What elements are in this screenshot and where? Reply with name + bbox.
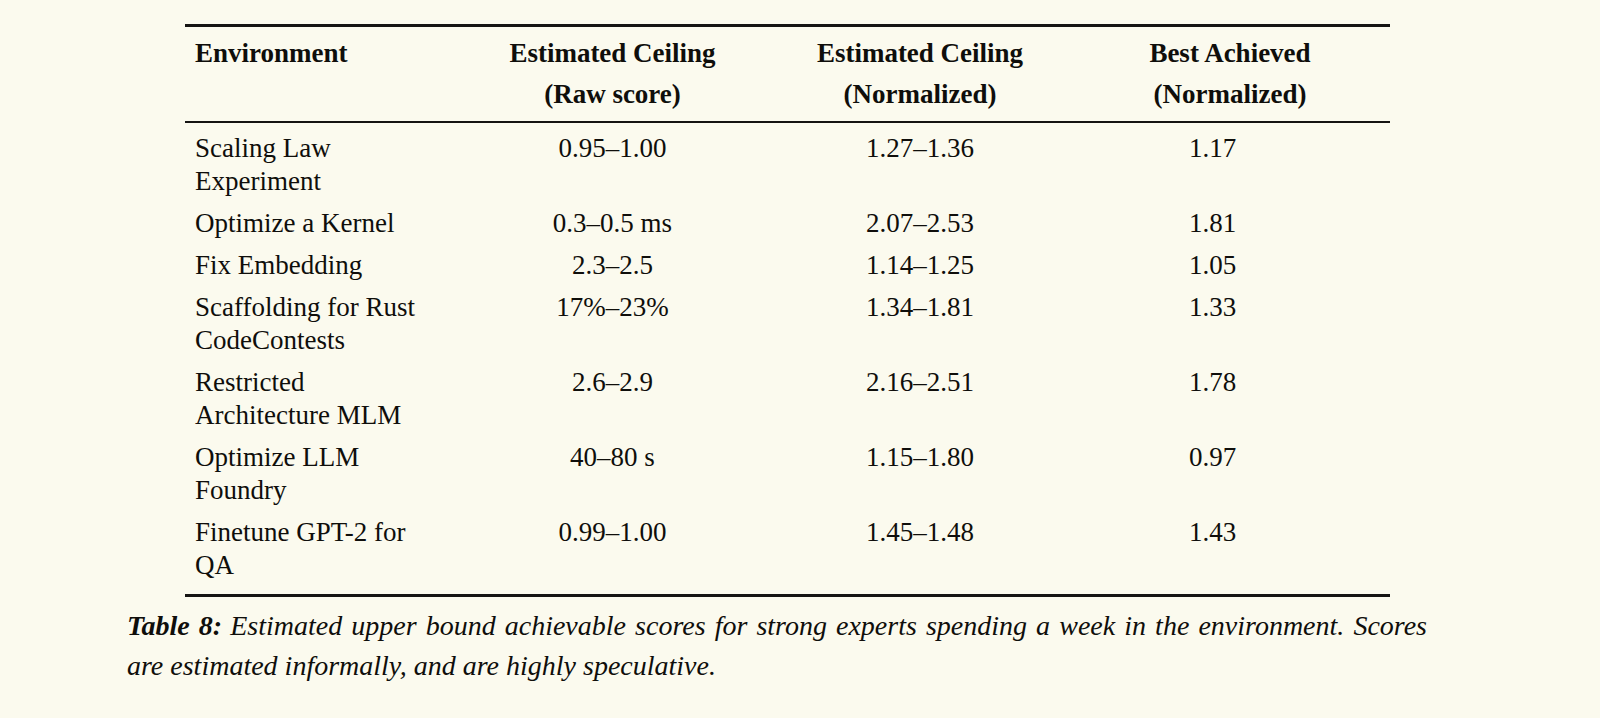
raw-score-value: 0.95–1.00 [455,122,770,198]
table-header: Environment Estimated Ceiling (Raw score… [185,26,1390,123]
env-line1: Optimize LLM [195,441,455,474]
header-line1: Estimated Ceiling [455,33,770,74]
header-line2: (Normalized) [770,74,1070,115]
best-achieved-value: 1.05 [1070,240,1390,282]
best-achieved-value: 1.17 [1070,122,1390,198]
normalized-ceiling-value: 2.16–2.51 [770,357,1070,432]
env-line2: CodeContests [195,324,455,357]
env-line1: Fix Embedding [195,249,455,282]
env-line1: Scaling Law [195,132,455,165]
normalized-ceiling-value: 1.27–1.36 [770,122,1070,198]
env-line2: QA [195,549,455,582]
normalized-ceiling-value: 1.14–1.25 [770,240,1070,282]
header-line2: (Normalized) [1070,74,1390,115]
environment-name: Finetune GPT-2 for QA [185,507,455,596]
table-row-llm-foundry: Optimize LLM Foundry 40–80 s 1.15–1.80 0… [185,432,1390,507]
header-environment: Environment [185,26,455,123]
table-row-rust-codecontests: Scaffolding for Rust CodeContests 17%–23… [185,282,1390,357]
caption-label: Table 8: [127,610,230,641]
env-line2: Foundry [195,474,455,507]
paper-page: Environment Estimated Ceiling (Raw score… [0,0,1600,718]
normalized-ceiling-value: 1.15–1.80 [770,432,1070,507]
environment-name: Scaling Law Experiment [185,122,455,198]
environment-name: Optimize LLM Foundry [185,432,455,507]
best-achieved-value: 1.33 [1070,282,1390,357]
header-line2: (Raw score) [455,74,770,115]
table-row-scaling-law: Scaling Law Experiment 0.95–1.00 1.27–1.… [185,122,1390,198]
header-row: Environment Estimated Ceiling (Raw score… [185,26,1390,123]
header-ceiling-normalized: Estimated Ceiling (Normalized) [770,26,1070,123]
env-line1: Finetune GPT-2 for [195,516,455,549]
raw-score-value: 0.3–0.5 ms [455,198,770,240]
table-body: Scaling Law Experiment 0.95–1.00 1.27–1.… [185,122,1390,596]
best-achieved-value: 1.43 [1070,507,1390,596]
raw-score-value: 2.6–2.9 [455,357,770,432]
table-caption: Table 8:Estimated upper bound achievable… [127,606,1427,686]
normalized-ceiling-value: 2.07–2.53 [770,198,1070,240]
normalized-ceiling-value: 1.45–1.48 [770,507,1070,596]
environment-name: Restricted Architecture MLM [185,357,455,432]
raw-score-value: 2.3–2.5 [455,240,770,282]
env-line1: Restricted [195,366,455,399]
table-8-container: Environment Estimated Ceiling (Raw score… [185,24,1390,597]
environment-name: Fix Embedding [185,240,455,282]
header-line1: Environment [195,33,455,74]
normalized-ceiling-value: 1.34–1.81 [770,282,1070,357]
environment-name: Scaffolding for Rust CodeContests [185,282,455,357]
env-line1: Optimize a Kernel [195,207,455,240]
header-best-achieved: Best Achieved (Normalized) [1070,26,1390,123]
best-achieved-value: 1.81 [1070,198,1390,240]
header-line1: Best Achieved [1070,33,1390,74]
table-row-finetune-gpt2: Finetune GPT-2 for QA 0.99–1.00 1.45–1.4… [185,507,1390,596]
expert-ceiling-table: Environment Estimated Ceiling (Raw score… [185,24,1390,597]
environment-name: Optimize a Kernel [185,198,455,240]
table-row-fix-embedding: Fix Embedding 2.3–2.5 1.14–1.25 1.05 [185,240,1390,282]
best-achieved-value: 1.78 [1070,357,1390,432]
header-ceiling-raw: Estimated Ceiling (Raw score) [455,26,770,123]
raw-score-value: 40–80 s [455,432,770,507]
table-row-restricted-mlm: Restricted Architecture MLM 2.6–2.9 2.16… [185,357,1390,432]
table-row-optimize-kernel: Optimize a Kernel 0.3–0.5 ms 2.07–2.53 1… [185,198,1390,240]
caption-text: Estimated upper bound achievable scores … [127,610,1427,681]
header-line1: Estimated Ceiling [770,33,1070,74]
raw-score-value: 0.99–1.00 [455,507,770,596]
env-line2: Experiment [195,165,455,198]
env-line2: Architecture MLM [195,399,455,432]
env-line1: Scaffolding for Rust [195,291,455,324]
best-achieved-value: 0.97 [1070,432,1390,507]
raw-score-value: 17%–23% [455,282,770,357]
